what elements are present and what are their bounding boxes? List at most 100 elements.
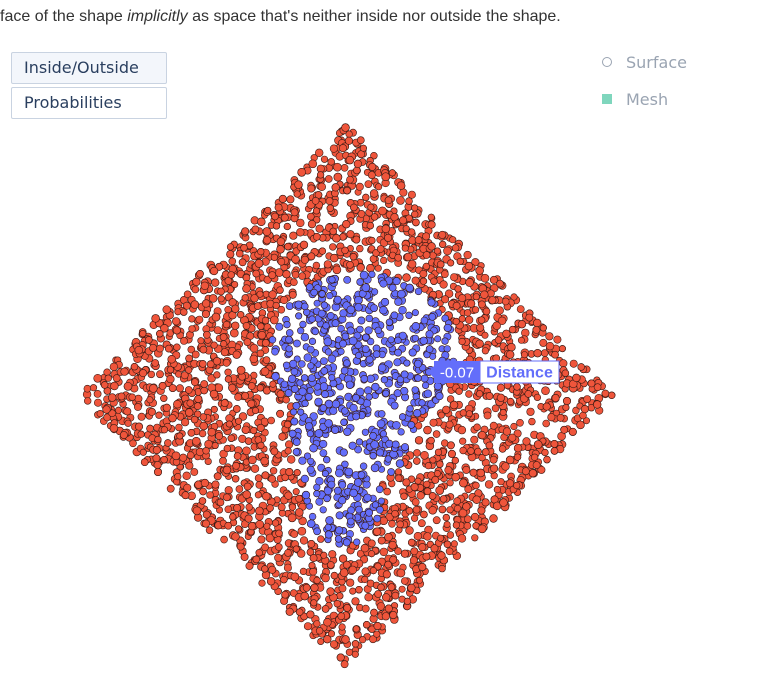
data-point-inside [315, 477, 324, 486]
data-point-outside [422, 552, 431, 561]
data-point-inside [331, 425, 340, 434]
data-point-outside [317, 535, 325, 543]
data-point-outside [268, 271, 277, 280]
data-point-outside [162, 403, 171, 412]
data-point-inside [285, 345, 293, 353]
data-point-outside [396, 196, 405, 205]
data-point-outside [115, 406, 123, 414]
data-point-outside [211, 480, 220, 489]
data-point-outside [285, 467, 294, 476]
data-point-outside [261, 543, 269, 552]
data-point-outside [407, 583, 416, 593]
data-point-outside [445, 420, 454, 429]
data-point-outside [440, 270, 449, 278]
data-point-outside [264, 206, 272, 214]
data-point-outside [547, 413, 556, 422]
data-point-outside [376, 245, 385, 253]
data-point-inside [394, 336, 402, 344]
data-point-outside [183, 483, 192, 492]
data-point-outside [232, 350, 241, 359]
data-point-outside [413, 457, 421, 465]
data-point-outside [269, 315, 279, 325]
data-point-outside [256, 349, 265, 358]
data-point-outside [235, 525, 243, 533]
data-point-outside [560, 425, 569, 434]
data-point-outside [542, 419, 551, 428]
inside-outside-button[interactable]: Inside/Outside [11, 52, 167, 84]
data-point-outside [262, 227, 272, 236]
data-point-outside [455, 387, 463, 395]
legend-item-mesh[interactable]: Mesh [602, 90, 668, 109]
data-point-outside [516, 305, 525, 313]
data-point-inside [377, 497, 385, 505]
data-point-inside [353, 478, 363, 487]
data-point-outside [359, 636, 367, 644]
probabilities-button[interactable]: Probabilities [11, 87, 167, 119]
data-point-outside [166, 375, 175, 384]
data-point-outside [235, 417, 243, 425]
data-point-outside [311, 197, 320, 205]
data-point-outside [317, 182, 326, 192]
data-point-outside [463, 515, 472, 523]
data-point-outside [149, 384, 158, 393]
data-point-inside [317, 309, 326, 318]
data-point-outside [427, 220, 436, 229]
data-point-outside [312, 261, 321, 270]
data-point-inside [295, 312, 303, 320]
data-point-outside [231, 321, 240, 330]
data-point-outside [199, 360, 207, 368]
data-point-outside [438, 230, 447, 239]
data-point-outside [403, 597, 412, 606]
data-point-inside [324, 530, 333, 539]
data-point-outside [369, 566, 378, 575]
data-point-outside [280, 295, 289, 305]
data-point-outside [209, 294, 218, 303]
data-point-inside [306, 386, 315, 395]
square-marker-icon [602, 94, 612, 104]
data-point-outside [587, 379, 596, 388]
data-point-outside [572, 406, 580, 415]
data-point-outside [412, 505, 421, 514]
data-point-outside [262, 356, 271, 364]
data-point-outside [241, 425, 250, 434]
data-point-outside [261, 471, 270, 480]
data-point-inside [365, 355, 374, 364]
data-point-outside [232, 461, 240, 470]
data-point-inside [361, 283, 371, 292]
data-point-inside [428, 312, 437, 321]
data-point-outside [333, 599, 341, 608]
data-point-outside [194, 394, 203, 403]
data-point-outside [290, 278, 298, 287]
data-point-outside [405, 197, 413, 205]
data-point-outside [146, 424, 154, 433]
data-point-outside [248, 455, 257, 465]
data-point-outside [476, 323, 485, 332]
data-point-inside [289, 359, 298, 369]
data-point-inside [301, 302, 309, 311]
data-point-inside [299, 320, 307, 329]
data-point-outside [300, 591, 309, 601]
data-point-inside [408, 348, 417, 357]
data-point-outside [123, 381, 133, 391]
data-point-outside [465, 410, 473, 418]
data-point-outside [89, 384, 98, 392]
data-point-inside [373, 514, 382, 523]
data-point-outside [217, 287, 225, 296]
data-point-outside [200, 478, 209, 488]
data-point-inside [352, 412, 361, 421]
data-point-outside [472, 306, 480, 314]
data-point-outside [282, 396, 290, 404]
data-point-outside [327, 630, 336, 638]
data-point-inside [297, 327, 305, 335]
data-point-outside [297, 526, 307, 536]
data-point-outside [257, 535, 266, 544]
data-point-outside [473, 423, 481, 431]
data-point-outside [160, 426, 168, 434]
legend-item-surface[interactable]: Surface [602, 53, 687, 72]
data-point-inside [388, 283, 397, 292]
data-point-inside [290, 367, 299, 376]
data-point-outside [493, 486, 502, 494]
data-point-outside [338, 144, 347, 153]
data-point-inside [399, 413, 407, 421]
